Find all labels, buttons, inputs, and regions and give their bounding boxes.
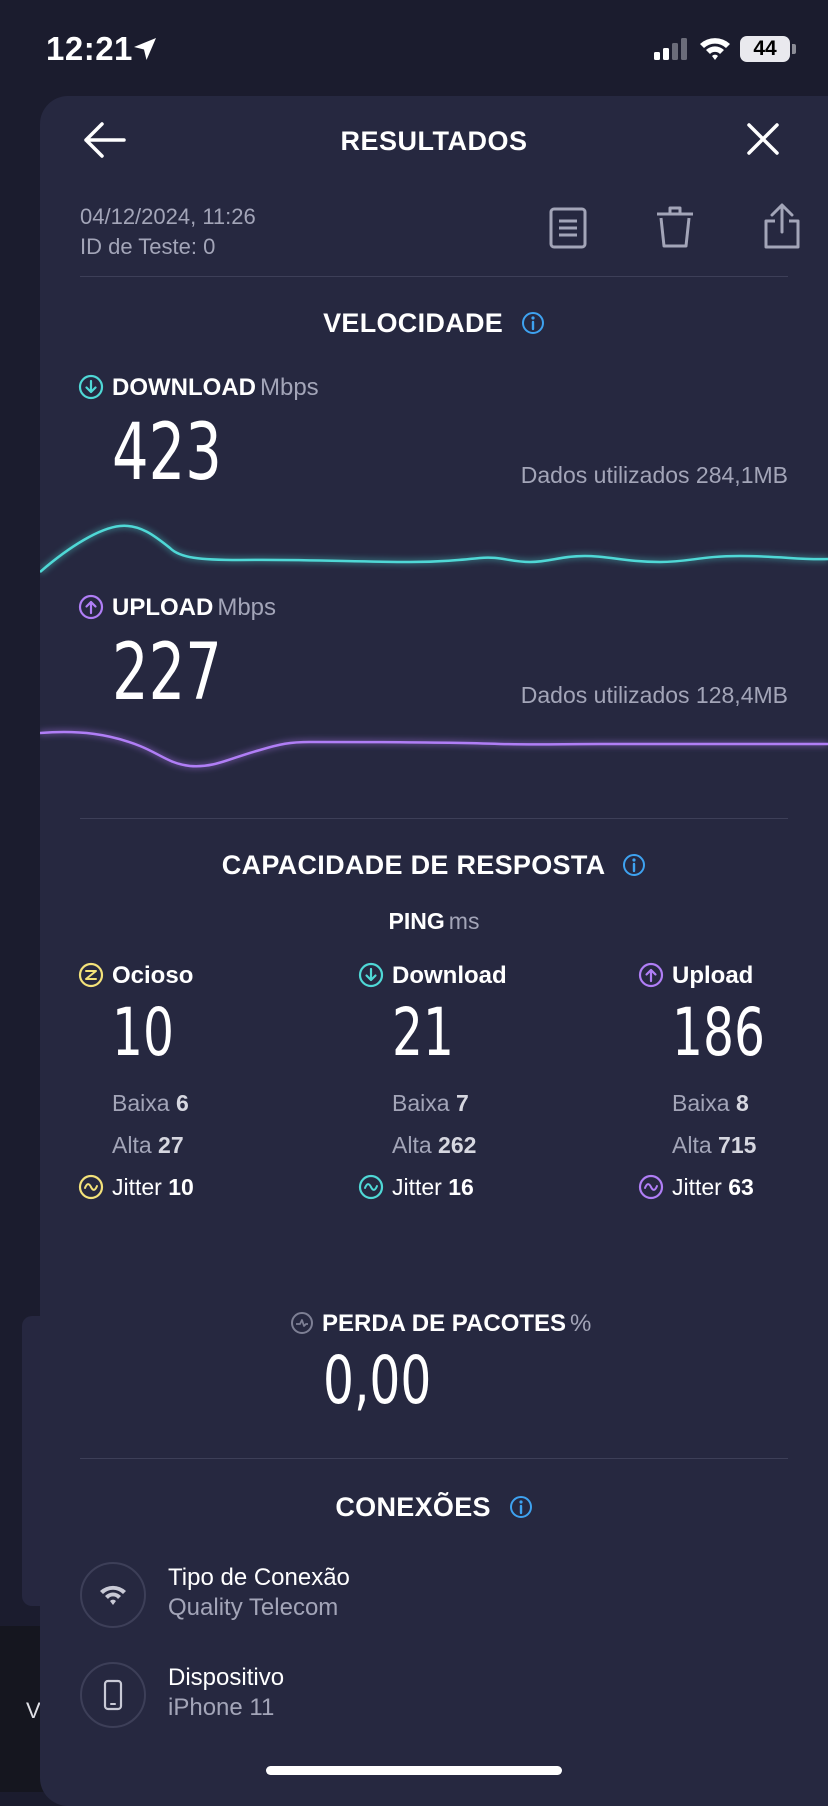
upload-speed-value: 227 — [112, 628, 222, 718]
packet-loss-value: 0,00 — [323, 1342, 432, 1419]
trash-icon[interactable] — [654, 204, 696, 250]
download-arrow-icon — [78, 374, 104, 399]
jitter-icon — [638, 1175, 664, 1200]
cellular-signal-icon — [654, 38, 687, 60]
ping-upload-label: Upload — [638, 962, 753, 990]
ping-download-label: Download — [358, 962, 507, 990]
upload-speed-graph — [40, 729, 828, 770]
location-arrow-icon — [134, 38, 156, 60]
connections-section-label: CONEXÕES — [335, 1492, 491, 1522]
upload-arrow-icon — [638, 962, 664, 987]
status-bar: 12:21 44 — [0, 0, 828, 96]
battery-icon: 44 — [740, 36, 790, 62]
ping-upload-value: 186 — [672, 994, 765, 1071]
ping-idle-label: Ocioso — [78, 962, 193, 990]
ping-download-high: Alta 262 — [392, 1132, 477, 1158]
ping-upload-low: Baixa 8 — [672, 1090, 749, 1116]
device-icon-circle — [80, 1662, 146, 1728]
ping-idle-high: Alta 27 — [112, 1132, 184, 1158]
divider — [80, 276, 788, 277]
jitter-icon — [78, 1175, 104, 1200]
test-id: ID de Teste: 0 — [80, 234, 216, 259]
share-icon[interactable] — [762, 202, 802, 250]
download-speed-value: 423 — [112, 408, 222, 498]
wifi-icon — [100, 1585, 126, 1605]
connections-section-title: CONEXÕES — [40, 1492, 828, 1523]
back-arrow-icon[interactable] — [82, 120, 126, 160]
speed-section-label: VELOCIDADE — [323, 308, 504, 338]
divider — [80, 818, 788, 819]
idle-icon — [78, 962, 104, 987]
download-arrow-icon — [358, 962, 384, 987]
info-icon[interactable] — [521, 311, 545, 335]
ping-upload-high: Alta 715 — [672, 1132, 757, 1158]
ping-idle-jitter: Jitter 10 — [78, 1174, 194, 1201]
upload-arrow-icon — [78, 594, 104, 619]
results-sheet: RESULTADOS 04/12/2024, 11:26 ID de Teste… — [40, 96, 828, 1806]
connection-type-title: Tipo de Conexão — [168, 1564, 350, 1591]
document-icon[interactable] — [548, 206, 588, 250]
connection-type-value: Quality Telecom — [168, 1594, 339, 1621]
ping-idle-value: 10 — [112, 994, 174, 1071]
download-label: DOWNLOAD Mbps — [78, 374, 319, 402]
wifi-status-icon — [700, 38, 730, 60]
speed-section-title: VELOCIDADE — [40, 308, 828, 339]
upload-data-used: Dados utilizados 128,4MB — [520, 682, 788, 708]
close-icon[interactable] — [746, 122, 780, 156]
ping-label: PING ms — [388, 908, 480, 934]
home-indicator[interactable] — [266, 1766, 562, 1775]
download-data-used: Dados utilizados 284,1MB — [520, 462, 788, 488]
responsiveness-section-label: CAPACIDADE DE RESPOSTA — [221, 850, 605, 880]
connection-type-icon-circle — [80, 1562, 146, 1628]
packet-loss-icon — [291, 1311, 313, 1334]
responsiveness-section-title: CAPACIDADE DE RESPOSTA — [40, 850, 828, 881]
battery-tip — [792, 44, 796, 54]
divider — [80, 1458, 788, 1459]
phone-icon — [103, 1679, 123, 1711]
download-speed-graph — [40, 522, 828, 575]
page-title: RESULTADOS — [340, 126, 528, 156]
info-icon[interactable] — [622, 853, 646, 877]
ping-download-value: 21 — [392, 994, 454, 1071]
device-value: iPhone 11 — [168, 1694, 275, 1721]
ping-upload-jitter: Jitter 63 — [638, 1174, 754, 1201]
ping-download-jitter: Jitter 16 — [358, 1174, 474, 1201]
packet-loss-label: PERDA DE PACOTES% — [290, 1310, 591, 1338]
ping-idle-low: Baixa 6 — [112, 1090, 189, 1116]
device-title: Dispositivo — [168, 1664, 285, 1691]
status-time: 12:21 — [46, 30, 133, 67]
test-date: 04/12/2024, 11:26 — [80, 204, 256, 229]
ping-download-low: Baixa 7 — [392, 1090, 469, 1116]
upload-label: UPLOAD Mbps — [78, 594, 276, 622]
background-partial-text: V — [26, 1698, 41, 1723]
jitter-icon — [358, 1175, 384, 1200]
info-icon[interactable] — [509, 1495, 533, 1519]
